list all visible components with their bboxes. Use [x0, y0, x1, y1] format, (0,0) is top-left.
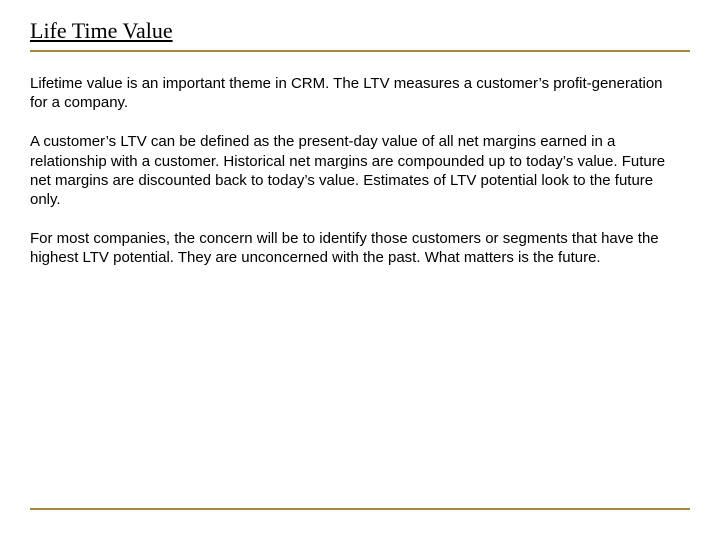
- paragraph-1: Lifetime value is an important theme in …: [30, 74, 670, 112]
- paragraph-3: For most companies, the concern will be …: [30, 229, 670, 267]
- title-divider: [30, 50, 690, 52]
- bottom-divider: [30, 508, 690, 510]
- paragraph-2: A customer’s LTV can be defined as the p…: [30, 132, 670, 209]
- slide-title: Life Time Value: [30, 18, 690, 44]
- slide: Life Time Value Lifetime value is an imp…: [0, 0, 720, 540]
